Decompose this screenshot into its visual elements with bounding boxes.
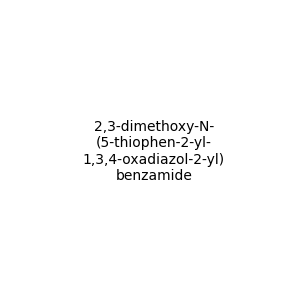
Text: 2,3-dimethoxy-N-
(5-thiophen-2-yl-
1,3,4-oxadiazol-2-yl)
benzamide: 2,3-dimethoxy-N- (5-thiophen-2-yl- 1,3,4… xyxy=(83,120,225,183)
